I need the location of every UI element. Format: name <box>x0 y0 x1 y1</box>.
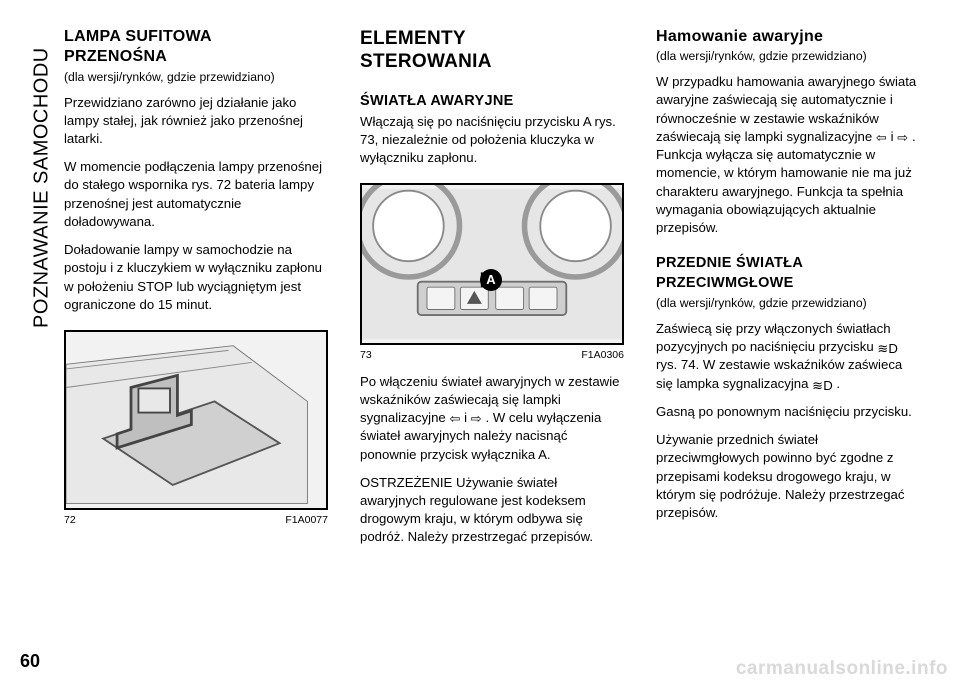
col1-heading-line2: PRZENOŚNA <box>64 48 328 66</box>
col3-para-2: Zaświecą się przy włączonych światłach p… <box>656 320 920 393</box>
figure-72-code: F1A0077 <box>285 513 328 527</box>
figure-73: A <box>360 183 624 345</box>
figure-72-caption: 72 F1A0077 <box>64 513 328 527</box>
left-rail: POZNAWANIE SAMOCHODU <box>20 28 64 666</box>
col3-p2a: Zaświecą się przy włączonych światłach p… <box>656 321 891 354</box>
col1-para-1: Przewidziano zarówno jej działanie jako … <box>64 94 328 149</box>
column-3: Hamowanie awaryjne (dla wersji/rynków, g… <box>656 28 920 666</box>
col3-p2b: rys. 74. W zestawie wskaźników zaświeca … <box>656 357 902 390</box>
figure-73-code: F1A0306 <box>581 348 624 362</box>
col1-heading-line1: LAMPA SUFITOWA <box>64 28 328 46</box>
col2-para-2: Po włączeniu świateł awaryjnych w zestaw… <box>360 373 624 464</box>
turn-right-icon: ⇨ <box>897 131 908 144</box>
col3-para-3: Gasną po ponownym naciśnięciu przycisku. <box>656 403 920 421</box>
col3-para-4: Używanie przednich świateł przeciwmgłowy… <box>656 431 920 522</box>
column-2: ELEMENTY STEROWANIA ŚWIATŁA AWARYJNE Włą… <box>360 28 624 666</box>
col3-heading-2-line2: PRZECIWMGŁOWE <box>656 273 920 293</box>
manual-page: POZNAWANIE SAMOCHODU LAMPA SUFITOWA PRZE… <box>0 0 960 686</box>
figure-72 <box>64 330 328 510</box>
col3-heading-1: Hamowanie awaryjne <box>656 28 920 46</box>
watermark: carmanualsonline.info <box>736 658 948 680</box>
figure-73-illustration <box>362 185 622 343</box>
col2-p2b: i <box>461 410 471 425</box>
col1-para-3: Doładowanie lampy w samochodzie na posto… <box>64 241 328 314</box>
col3-p1b: i <box>887 129 897 144</box>
col2-para-1: Włączają się po naciśnięciu przycisku A … <box>360 113 624 168</box>
col2-heading-line1: ELEMENTY <box>360 28 624 49</box>
col1-subheading: (dla wersji/rynków, gdzie przewidziano) <box>64 69 328 86</box>
turn-right-icon: ⇨ <box>471 412 482 425</box>
col3-para-1: W przypadku hamowania awaryjnego świata … <box>656 73 920 237</box>
page-number: 60 <box>20 651 40 672</box>
figure-72-number: 72 <box>64 513 76 527</box>
col3-heading-2-line1: PRZEDNIE ŚWIATŁA <box>656 253 920 273</box>
figure-72-illustration <box>66 332 326 508</box>
section-label: POZNAWANIE SAMOCHODU <box>31 47 54 328</box>
fog-light-icon: ≋D <box>812 379 833 392</box>
col2-para-3: OSTRZEŻENIE Używanie świateł awaryjnych … <box>360 474 624 547</box>
col2-subheading: ŚWIATŁA AWARYJNE <box>360 91 624 111</box>
col3-sub-1: (dla wersji/rynków, gdzie przewidziano) <box>656 48 920 65</box>
body-columns: LAMPA SUFITOWA PRZENOŚNA (dla wersji/ryn… <box>64 28 920 666</box>
fog-light-icon: ≋D <box>877 342 898 355</box>
column-1: LAMPA SUFITOWA PRZENOŚNA (dla wersji/ryn… <box>64 28 328 666</box>
turn-left-icon: ⇦ <box>449 412 460 425</box>
figure-73-number: 73 <box>360 348 372 362</box>
turn-left-icon: ⇦ <box>876 131 887 144</box>
col2-heading-line2: STEROWANIA <box>360 51 624 72</box>
figure-73-caption: 73 F1A0306 <box>360 348 624 362</box>
col3-p2c: . <box>833 376 840 391</box>
col3-sub-2: (dla wersji/rynków, gdzie przewidziano) <box>656 295 920 312</box>
col1-para-2: W momencie podłączenia lampy przenośnej … <box>64 158 328 231</box>
